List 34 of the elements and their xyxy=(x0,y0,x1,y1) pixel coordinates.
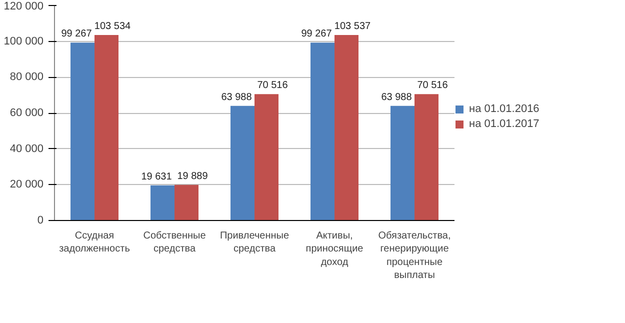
x-tick-label: Ссудная задолженность xyxy=(59,230,130,255)
data-label: 103 537 xyxy=(334,20,372,32)
bar xyxy=(174,184,198,220)
bar xyxy=(254,94,278,220)
data-label: 19 631 xyxy=(141,171,172,182)
bar xyxy=(70,42,94,220)
data-label: 70 516 xyxy=(257,80,288,92)
bar xyxy=(414,94,438,220)
y-tick-label: 80 000 xyxy=(10,71,44,84)
data-label: 103 534 xyxy=(94,21,132,32)
x-tick-label: Собственные средства xyxy=(143,230,206,255)
bar xyxy=(94,35,118,220)
data-label: 99 267 xyxy=(301,28,332,40)
bar xyxy=(230,106,254,220)
y-tick-label: 60 000 xyxy=(10,107,44,119)
data-label: 70 516 xyxy=(417,80,448,92)
bar xyxy=(334,34,358,220)
data-label: 63 988 xyxy=(221,92,252,103)
y-tick-label: 40 000 xyxy=(10,142,44,155)
y-tick-label: 20 000 xyxy=(10,178,44,191)
data-label: 99 267 xyxy=(61,28,92,40)
x-tick-label: Привлеченные средства xyxy=(220,230,290,255)
data-label: 19 889 xyxy=(177,170,208,182)
y-tick-label: 120 000 xyxy=(4,0,44,12)
bar xyxy=(310,42,334,220)
legend-label: на 01.01.2017 xyxy=(469,118,540,130)
bar xyxy=(150,185,174,220)
y-tick-label: 100 000 xyxy=(4,35,44,48)
x-tick-label: Активы, приносящие доход xyxy=(306,230,364,268)
legend-label: на 01.01.2016 xyxy=(469,103,540,115)
x-tick-label: Обязательства, генерирующие процентные выплаты xyxy=(378,230,451,282)
bar xyxy=(390,106,414,220)
data-label: 63 988 xyxy=(381,92,412,103)
y-tick-label: 0 xyxy=(37,214,44,226)
